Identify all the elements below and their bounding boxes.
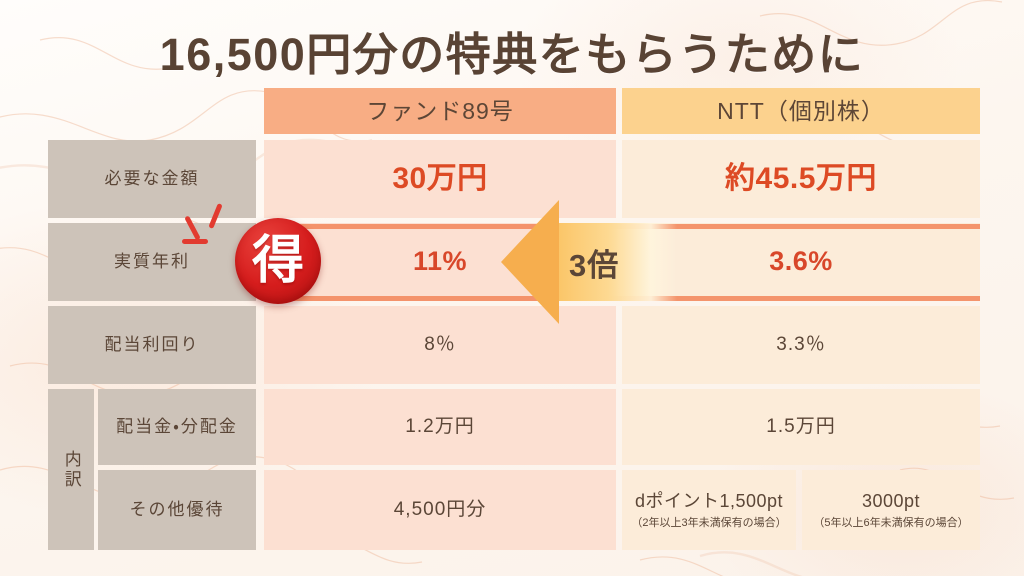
cell-ntt-dividend-yield: 3.3％: [622, 306, 980, 384]
cell-fund-other-benefits: 4,500円分: [264, 470, 616, 550]
page-title: 16,500円分の特典をもらうために: [159, 29, 865, 80]
three-times-arrow-annotation: 3倍: [501, 200, 677, 324]
cell-ntt-dividend-distribution: 1.5万円: [622, 389, 980, 465]
cell-fund-dividend-distribution: 1.2万円: [264, 389, 616, 465]
points-value: 3000pt: [861, 490, 921, 511]
cell-ntt-required-amount: 約45.5万円: [622, 140, 980, 218]
row-label-other-benefits: その他優待: [98, 470, 256, 550]
cell-ntt-effective-yield: 3.6%: [622, 223, 980, 301]
row-label-dividend-yield: 配当利回り: [48, 306, 256, 384]
points-condition: （5年以上6年未満保有の場合）: [813, 516, 969, 529]
sparkle-line-3: [182, 239, 208, 244]
arrow-body: 3倍: [559, 223, 677, 301]
row-label-required-amount: 必要な金額: [48, 140, 256, 218]
cell-ntt-other-benefits-dpoint: dポイント1,500pt （2年以上3年未満保有の場合）: [622, 470, 796, 550]
column-header-ntt: NTT（個別株）: [622, 88, 980, 134]
row-label-effective-yield: 実質年利: [48, 223, 256, 301]
cell-fund-required-amount: 30万円: [264, 140, 616, 218]
column-header-fund: ファンド89号: [264, 88, 616, 134]
dpoint-condition: （2年以上3年未満保有の場合）: [631, 516, 787, 529]
arrow-label: 3倍: [569, 247, 620, 283]
row-group-label-breakdown: 内訳: [48, 389, 94, 550]
toku-badge: 得: [235, 218, 321, 304]
dpoint-value: dポイント1,500pt: [634, 490, 784, 511]
arrow-left-icon: [501, 200, 559, 324]
row-label-dividend-distribution: 配当金・分配金: [98, 389, 256, 465]
cell-ntt-other-benefits-points: 3000pt （5年以上6年未満保有の場合）: [802, 470, 980, 550]
